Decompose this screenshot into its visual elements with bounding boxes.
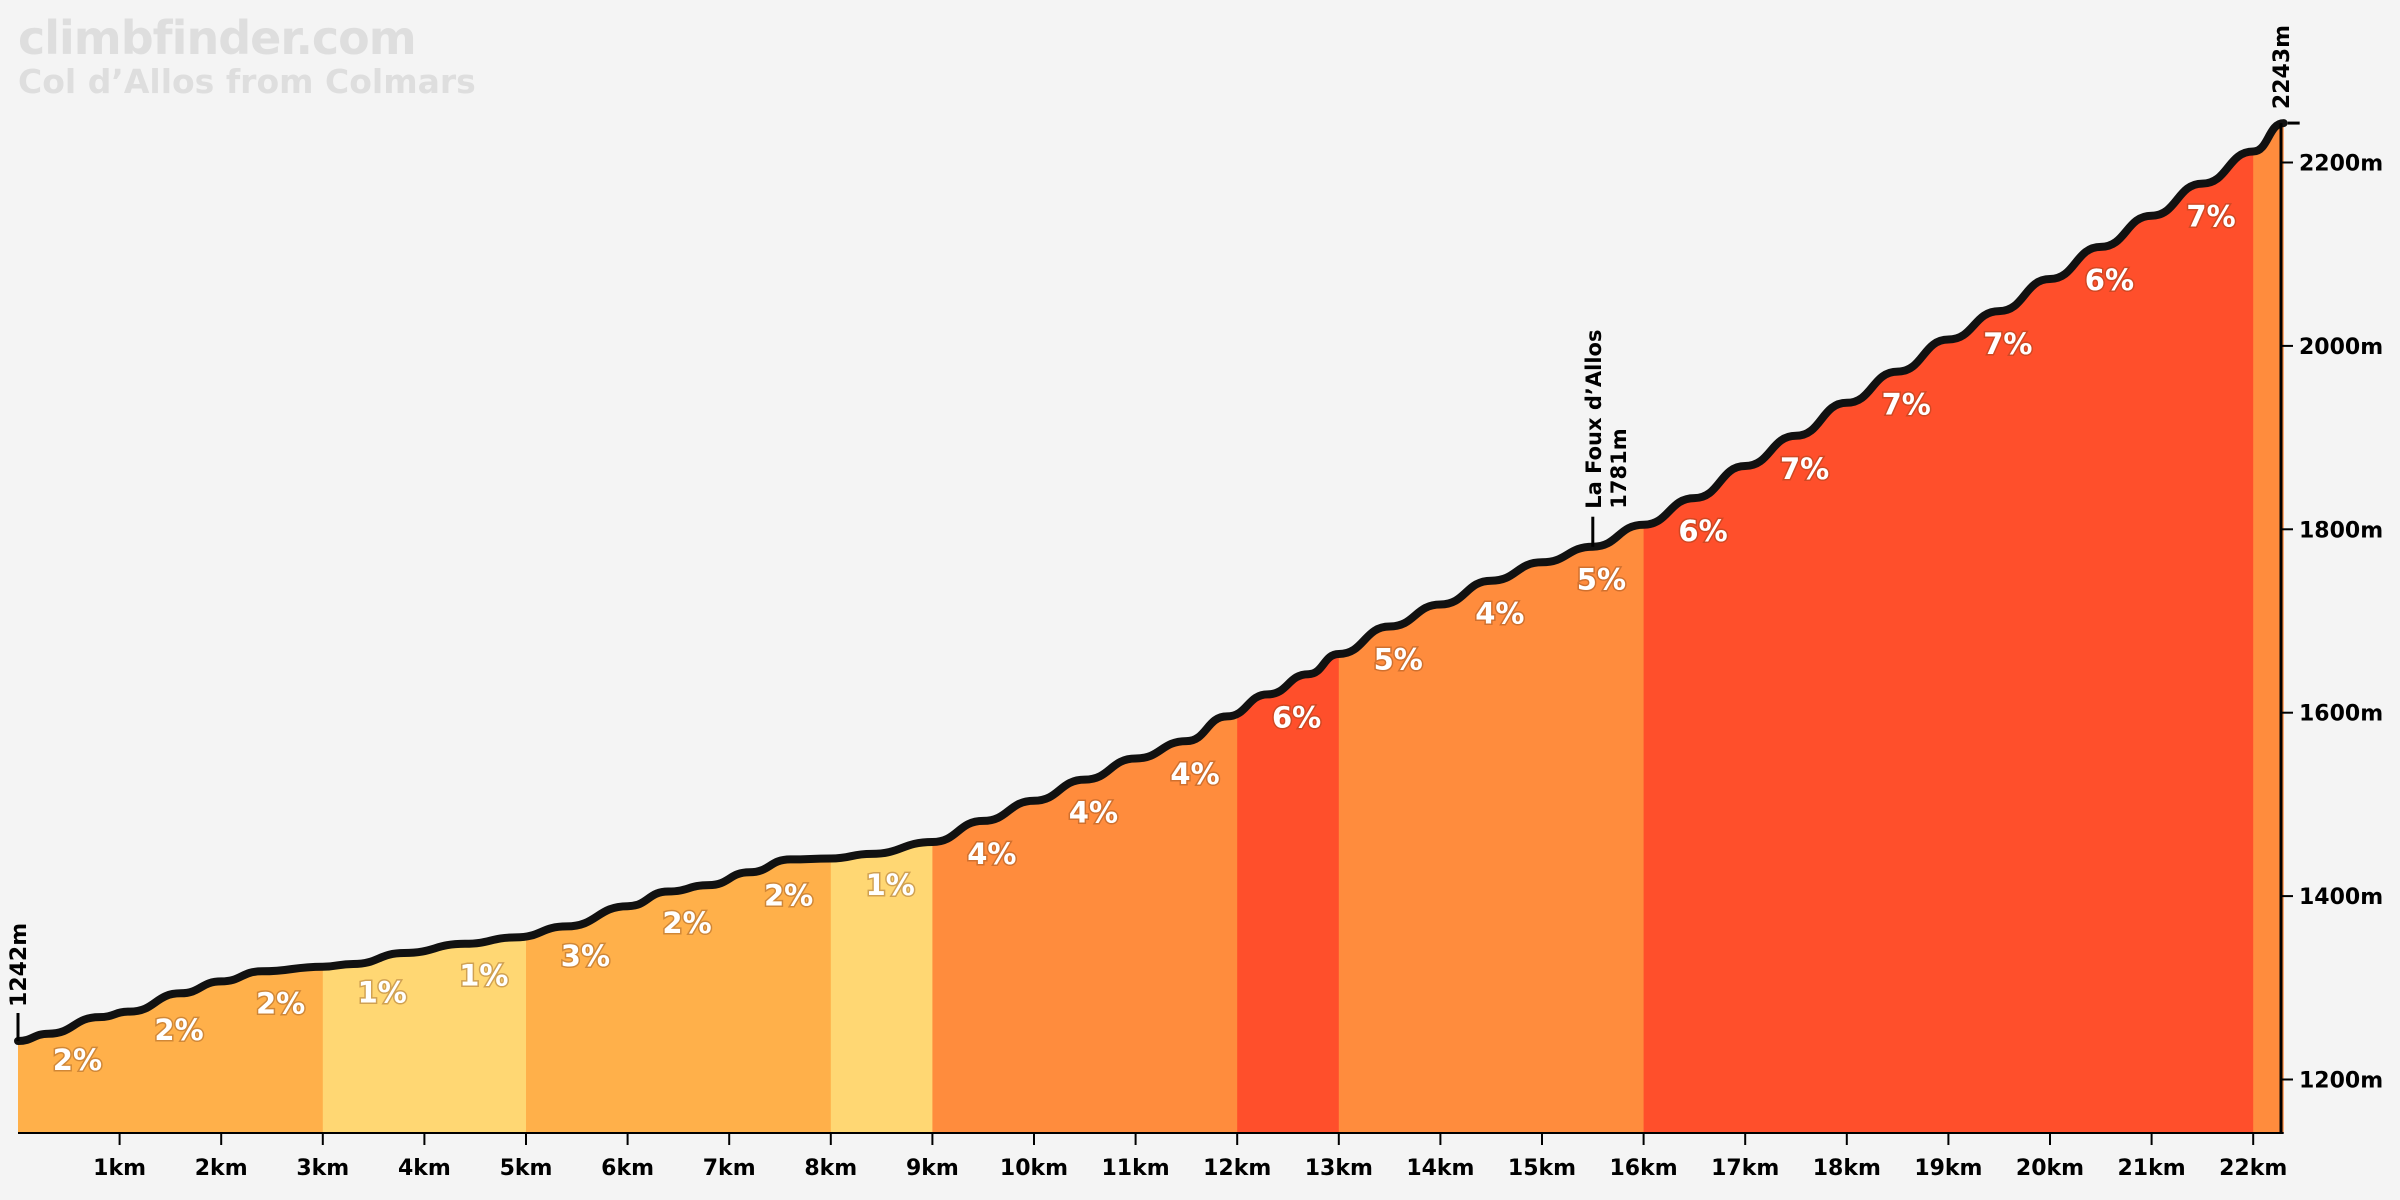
grade-label: 5% [1374,643,1423,677]
grade-label: 7% [2186,200,2235,234]
x-tick-label: 15km [1508,1156,1576,1181]
y-tick-label: 1200m [2299,1069,2383,1094]
start-elevation-label: 1242m [7,923,32,1007]
x-tick-label: 13km [1305,1156,1373,1181]
grade-label: 2% [764,879,813,913]
x-tick-label: 5km [500,1156,553,1181]
x-tick-label: 1km [93,1156,146,1181]
grade-label: 6% [1678,514,1727,548]
x-tick-label: 16km [1610,1156,1678,1181]
annotations: 1242m La Foux d’Allos 1781m 2243m [7,25,2300,1041]
grade-segment-9 [2253,123,2284,1133]
x-tick-label: 9km [906,1156,959,1181]
summit-elevation-label: 2243m [2270,25,2295,109]
x-tick-label: 20km [2016,1156,2084,1181]
site-watermark: climbfinder.com [18,11,417,65]
grade-labels: 2% 2% 2% 1% 1% 3% 2% 2% 1% 4% 4% 4% 6% 5% 4% 5% 6% 7% 7% 7%… [51,198,2237,1078]
profile-line-group [14,119,2288,1045]
x-tick-label: 10km [1000,1156,1068,1181]
grade-segment-5 [932,123,1238,1133]
grade-label: 1% [866,868,915,902]
x-tick-label: 22km [2219,1156,2287,1181]
grade-label: 1% [358,976,407,1010]
x-tick-label: 4km [398,1156,451,1181]
x-tick-label: 7km [703,1156,756,1181]
x-tick-label: 6km [601,1156,654,1181]
x-tick-label: 19km [1914,1156,1982,1181]
y-axis: 1200m 1400m 1600m 1800m 2000m 2200m [2279,123,2383,1133]
x-tick-label: 21km [2118,1156,2186,1181]
y-tick-label: 2000m [2299,335,2383,360]
grade-label: 2% [154,1013,203,1047]
grade-label: 2% [53,1043,102,1077]
grade-label: 6% [1272,700,1321,734]
x-tick-label: 12km [1203,1156,1271,1181]
grade-segment-6 [1237,123,1340,1133]
grade-label: 5% [1577,563,1626,597]
y-tick-label: 1800m [2299,518,2383,543]
x-tick-label: 18km [1813,1156,1881,1181]
grade-label: 2% [662,906,711,940]
grade-label: 4% [1475,597,1524,631]
x-tick-label: 14km [1406,1156,1474,1181]
waypoint-elevation: 1781m [1607,428,1631,508]
grade-label: 1% [459,959,508,993]
waypoint-name: La Foux d’Allos [1582,330,1606,509]
grade-label: 6% [2085,263,2134,297]
x-tick-label: 8km [804,1156,857,1181]
chart-title: Col d’Allos from Colmars [18,62,476,102]
x-tick-label: 3km [296,1156,349,1181]
x-tick-label: 17km [1711,1156,1779,1181]
grade-segment-4 [830,123,933,1133]
grade-label: 4% [967,837,1016,871]
x-axis: 1km 2km 3km 4km 5km 6km 7km 8km 9km 10km 11km 12km 1… [18,1132,2287,1181]
x-tick-label: 2km [195,1156,248,1181]
profile-line [14,119,2288,1045]
grade-label: 4% [1170,757,1219,791]
grade-label: 7% [1882,388,1931,422]
grade-label: 7% [1983,327,2032,361]
y-tick-label: 2200m [2299,152,2383,177]
y-tick-label: 1400m [2299,885,2383,910]
grade-label: 2% [256,987,305,1021]
grade-label: 7% [1780,452,1829,486]
grade-segment-8 [1643,123,2254,1133]
chart-header: climbfinder.com Col d’Allos from Colmars [18,14,476,101]
grade-label: 3% [561,939,610,973]
y-tick-label: 1600m [2299,702,2383,727]
x-tick-label: 11km [1102,1156,1170,1181]
grade-label: 4% [1069,796,1118,830]
grade-segment-1 [18,123,324,1133]
